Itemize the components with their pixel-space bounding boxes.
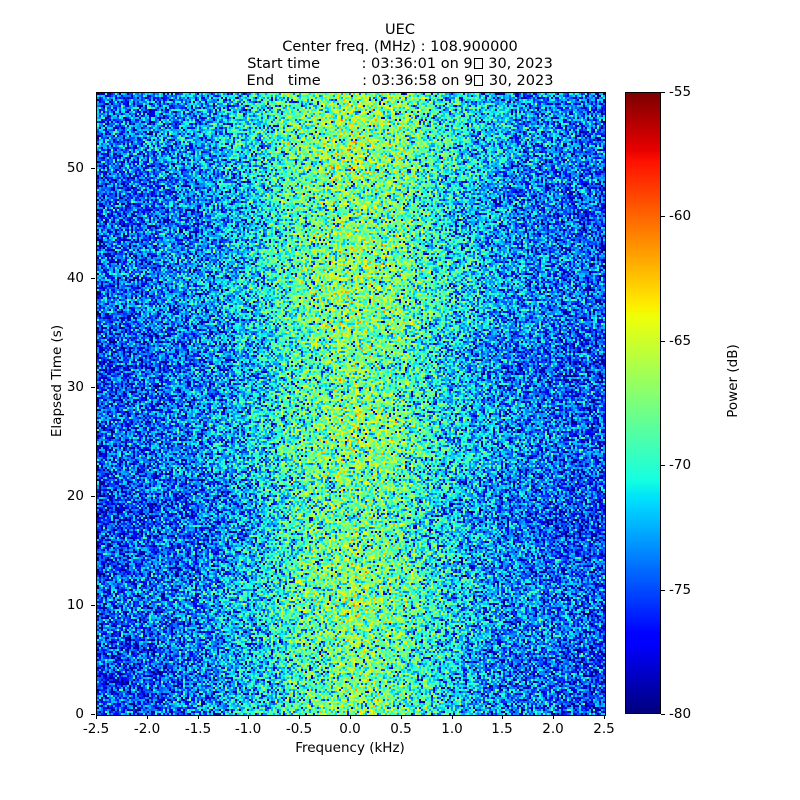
start-time-label: Start time [247, 56, 362, 72]
colorbar-tick-mark [661, 714, 665, 715]
end-time-value: : 03:36:58 on 9 [362, 73, 474, 89]
missing-glyph-icon [474, 75, 484, 86]
figure-title: UEC Center freq. (MHz) : 108.900000 Star… [0, 22, 800, 90]
x-tick-label: 0.5 [390, 721, 412, 737]
x-tick-mark [248, 715, 249, 719]
y-tick-mark [91, 714, 95, 715]
colorbar-tick-label: -70 [669, 457, 692, 473]
x-tick-mark [96, 715, 97, 719]
x-tick-label: 2.5 [593, 721, 615, 737]
x-tick-mark [147, 715, 148, 719]
y-tick-label: 40 [66, 270, 84, 286]
title-line-center-freq: Center freq. (MHz) : 108.900000 [282, 39, 518, 55]
y-tick-mark [91, 168, 95, 169]
colorbar-tick-label: -55 [669, 84, 692, 100]
colorbar-tick-mark [661, 92, 665, 93]
y-tick-label: 50 [66, 160, 84, 176]
y-axis-label: Elapsed Time (s) [49, 324, 65, 438]
colorbar [625, 92, 661, 714]
missing-glyph-icon [473, 58, 483, 69]
title-line-end-time: End time : 03:36:58 on 9 30, 2023 [0, 73, 800, 90]
y-tick-mark [91, 278, 95, 279]
colorbar-gradient [625, 92, 661, 714]
x-tick-label: -1.0 [234, 721, 262, 737]
y-tick-mark [91, 605, 95, 606]
colorbar-tick-label: -75 [669, 582, 692, 598]
y-tick-mark [91, 387, 95, 388]
x-tick-mark [401, 715, 402, 719]
x-tick-mark [553, 715, 554, 719]
colorbar-tick-mark [661, 216, 665, 217]
end-time-label: End time [246, 73, 363, 89]
colorbar-tick-mark [661, 465, 665, 466]
y-tick-label: 30 [66, 379, 84, 395]
y-tick-label: 20 [66, 488, 84, 504]
colorbar-tick-label: -60 [669, 208, 692, 224]
x-tick-mark [604, 715, 605, 719]
y-tick-label: 0 [75, 706, 84, 722]
x-tick-mark [299, 715, 300, 719]
x-tick-mark [350, 715, 351, 719]
x-axis-label: Frequency (kHz) [295, 740, 405, 756]
x-tick-label: 0.0 [339, 721, 361, 737]
colorbar-tick-mark [661, 590, 665, 591]
spectrogram-heatmap [97, 93, 605, 715]
end-time-tail: 30, 2023 [484, 73, 554, 89]
x-tick-label: 1.0 [441, 721, 463, 737]
colorbar-tick-label: -65 [669, 333, 692, 349]
title-line-station: UEC [385, 22, 415, 38]
x-tick-label: -2.5 [82, 721, 110, 737]
colorbar-tick-label: -80 [669, 706, 692, 722]
x-tick-label: -1.5 [184, 721, 212, 737]
x-tick-mark [502, 715, 503, 719]
start-time-tail: 30, 2023 [483, 56, 553, 72]
x-tick-mark [452, 715, 453, 719]
colorbar-label: Power (dB) [725, 344, 741, 418]
colorbar-tick-mark [661, 341, 665, 342]
x-tick-mark [198, 715, 199, 719]
x-tick-label: -2.0 [133, 721, 161, 737]
x-tick-label: 2.0 [542, 721, 564, 737]
x-tick-label: 1.5 [491, 721, 513, 737]
y-tick-label: 10 [66, 597, 84, 613]
start-time-value: : 03:36:01 on 9 [361, 56, 473, 72]
x-tick-label: -0.5 [285, 721, 313, 737]
spectrogram-plot-area [96, 92, 606, 716]
title-line-start-time: Start time : 03:36:01 on 9 30, 2023 [0, 56, 800, 73]
y-tick-mark [91, 496, 95, 497]
